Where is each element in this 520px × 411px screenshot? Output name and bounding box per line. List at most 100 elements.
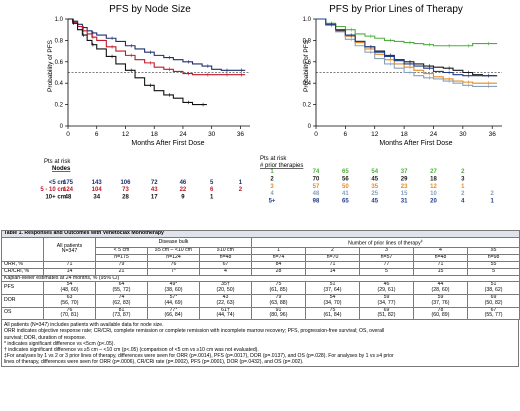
footnote-line: * indicates significant difference vs <5… <box>4 340 115 347</box>
at-risk-count: 35 <box>371 184 378 190</box>
row-label-header <box>1 236 44 262</box>
column-header: ≥10 cm <box>199 247 252 256</box>
at-risk-count: 2 <box>461 169 465 175</box>
y-tick-label: 0.2 <box>55 103 64 109</box>
at-risk-count: 22 <box>180 187 187 193</box>
at-risk-count: 56 <box>342 176 349 182</box>
table-cell: 59 (37, 76) <box>413 293 468 308</box>
at-risk-header: Pts at risk <box>44 159 71 165</box>
at-risk-group-label: 1 <box>270 169 274 175</box>
table-cell: 71 <box>413 260 468 269</box>
all-patients-value: 14 <box>43 267 96 276</box>
at-risk-count: 143 <box>92 180 103 186</box>
table-cell: 44 (28, 60) <box>413 281 468 295</box>
table-cell: 54 (34, 70) <box>305 293 360 308</box>
table-cell: 84 <box>251 260 306 269</box>
at-risk-count: 104 <box>92 187 103 193</box>
at-risk-count: 1 <box>239 180 243 186</box>
at-risk-count: 46 <box>180 180 187 186</box>
row-label: OS <box>1 306 44 321</box>
x-tick-label: 36 <box>237 131 245 138</box>
column-header: ≥5 <box>466 247 520 256</box>
at-risk-count: 10 <box>430 191 437 197</box>
at-risk-count: 29 <box>401 176 408 182</box>
at-risk-count: 15 <box>401 191 408 197</box>
at-risk-count: 2 <box>491 191 495 197</box>
table-cell: 4 <box>199 267 252 276</box>
at-risk-group-label: <5 cm <box>49 180 66 186</box>
table-cell: 7* <box>147 267 200 276</box>
at-risk-count: 27 <box>430 169 437 175</box>
footnote-line: ORR indicates objective response rate; C… <box>4 328 385 335</box>
column-n: n=48 <box>413 254 468 262</box>
table-cell: 61† (44, 74) <box>199 306 252 321</box>
at-risk-count: 4 <box>461 199 465 205</box>
x-tick-label: 0 <box>66 131 70 138</box>
footnote-line: ‡For analyses by 1 vs 2 or 3 prior lines… <box>4 353 394 360</box>
footnote-line: All patients (N=347) includes patients w… <box>4 322 164 329</box>
at-risk-count: 6 <box>210 187 214 193</box>
at-risk-count: 17 <box>151 194 158 200</box>
y-axis-label: Probability of PFS <box>303 39 310 92</box>
all-patients-value: 71 <box>43 260 96 269</box>
at-risk-count: 34 <box>93 194 100 200</box>
footnote-line: † indicates significant difference vs ≥5… <box>4 346 259 353</box>
km-curve--5-cm <box>68 18 246 71</box>
at-risk-group-label: 2 <box>270 176 274 182</box>
x-tick-label: 36 <box>489 131 497 138</box>
footnote-line: survival; DOR, duration of response. <box>4 334 87 341</box>
x-tick-label: 30 <box>459 131 467 138</box>
table-cell: 5 <box>466 267 520 276</box>
at-risk-group-label: 10+ cm <box>45 194 66 200</box>
row-label: DOR <box>1 293 44 308</box>
column-header: 3 <box>359 247 414 256</box>
table-row: OS 76 (70, 81) 81 (73, 87) 77* (66, 84) 61† (44,… <box>1 306 520 321</box>
at-risk-count: 54 <box>371 169 378 175</box>
at-risk-table: Pts at risk # prior therapies 1 74 65 54 37 2… <box>260 156 495 205</box>
results-table-section: Table 1. Responses and Outcomes with Ven… <box>0 230 520 367</box>
at-risk-count: 45 <box>371 176 378 182</box>
at-risk-count: 1 <box>461 184 465 190</box>
column-header: 2 <box>305 247 360 256</box>
table-footnotes: All patients (N=347) includes patients w… <box>1 320 519 367</box>
at-risk-group-label: 5+ <box>269 199 276 205</box>
at-risk-group-label: 5 - 10 cm <box>40 187 66 193</box>
x-tick-label: 24 <box>430 131 438 138</box>
all-patients-value: 76 (70, 81) <box>43 306 96 321</box>
at-risk-count: 50 <box>342 184 349 190</box>
table-row: PFS 54 (48, 60) 64 (55, 72) 49* (38, 60) 35† (20… <box>1 281 520 295</box>
table-cell: 43 (22, 63) <box>199 293 252 308</box>
y-tick-label: 1.0 <box>303 17 312 23</box>
table-row: ORR, % 71 79 76 67 84 71 77 71 55 <box>1 260 520 269</box>
at-risk-count: 124 <box>63 187 74 193</box>
table-cell: 28 <box>251 267 306 276</box>
y-tick-label: 0 <box>308 124 312 130</box>
column-header: 4 <box>413 247 468 256</box>
at-risk-count: 175 <box>63 180 74 186</box>
at-risk-count: 1 <box>210 194 214 200</box>
row-label: CR/CRi, % <box>1 267 44 276</box>
plot-area: 0 6 12 18 24 30 36 0 0.2 0.4 0.6 0.8 1.0 <box>303 17 502 138</box>
table-cell: 35† (20, 50) <box>199 281 252 295</box>
prior-lines-header: Number of prior lines of therapy‡ <box>250 236 520 249</box>
footnote-line: lines of therapy, differences were seen … <box>4 359 304 366</box>
table-cell: 69 (50, 82) <box>466 293 520 308</box>
y-tick-label: 0.6 <box>303 60 312 66</box>
x-tick-label: 12 <box>122 131 130 138</box>
column-n: n=48 <box>199 254 252 262</box>
at-risk-count: 41 <box>342 191 349 197</box>
x-tick-label: 6 <box>95 131 99 138</box>
column-n: n=57 <box>359 254 414 262</box>
table-cell: 91 (80, 96) <box>251 306 306 321</box>
at-risk-count: 31 <box>401 199 408 205</box>
column-n: n=70 <box>305 254 360 262</box>
at-risk-count: 23 <box>401 184 408 190</box>
table-cell: 55 <box>466 260 520 269</box>
at-risk-subheader: Nodes <box>52 166 71 172</box>
at-risk-subheader: # prior therapies <box>260 163 303 169</box>
table-cell: 74 (62, 83) <box>95 293 148 308</box>
y-tick-label: 0.2 <box>303 103 312 109</box>
row-label: ORR, % <box>1 260 44 269</box>
